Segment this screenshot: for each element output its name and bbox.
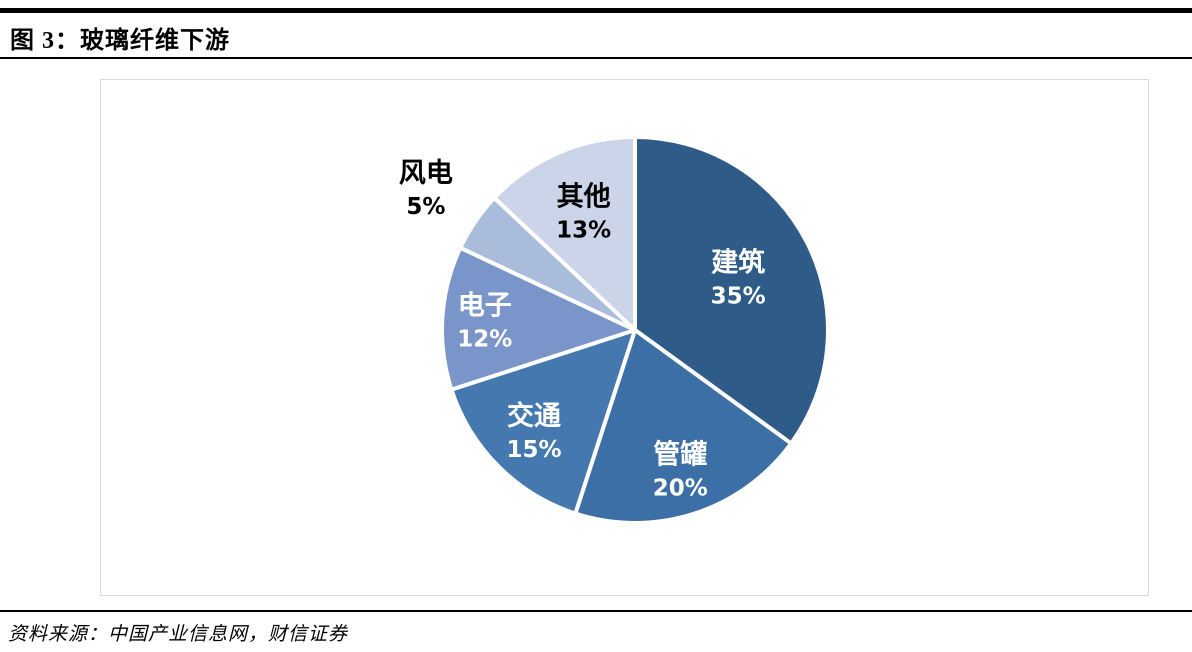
top-rule	[0, 8, 1192, 13]
slice-label-其他: 其他 13%	[556, 181, 611, 243]
slice-label-建筑: 建筑 35%	[711, 246, 766, 309]
source-note: 资料来源：中国产业信息网，财信证券	[8, 624, 349, 645]
slice-label-管罐: 管罐 20%	[653, 439, 708, 502]
pie-slice-管罐	[573, 328, 794, 525]
bottom-rule	[0, 610, 1192, 612]
pie-slice-建筑	[633, 135, 830, 446]
chart-area: 建筑 35% 管罐 20% 交通 15% 电子 12% 风电 5% 其他 13%	[100, 79, 1149, 596]
slice-label-交通: 交通 15%	[506, 400, 561, 463]
slice-label-电子: 电子 12%	[457, 291, 512, 353]
pie-slice-电子	[440, 245, 637, 392]
pie-slice-其他	[492, 135, 637, 332]
title-rule	[0, 57, 1192, 59]
slice-label-风电: 风电 5%	[399, 158, 453, 220]
pie-chart: 建筑 35% 管罐 20% 交通 15% 电子 12% 风电 5% 其他 13%	[399, 135, 830, 525]
figure-title: 图 3：玻璃纤维下游	[10, 28, 230, 54]
